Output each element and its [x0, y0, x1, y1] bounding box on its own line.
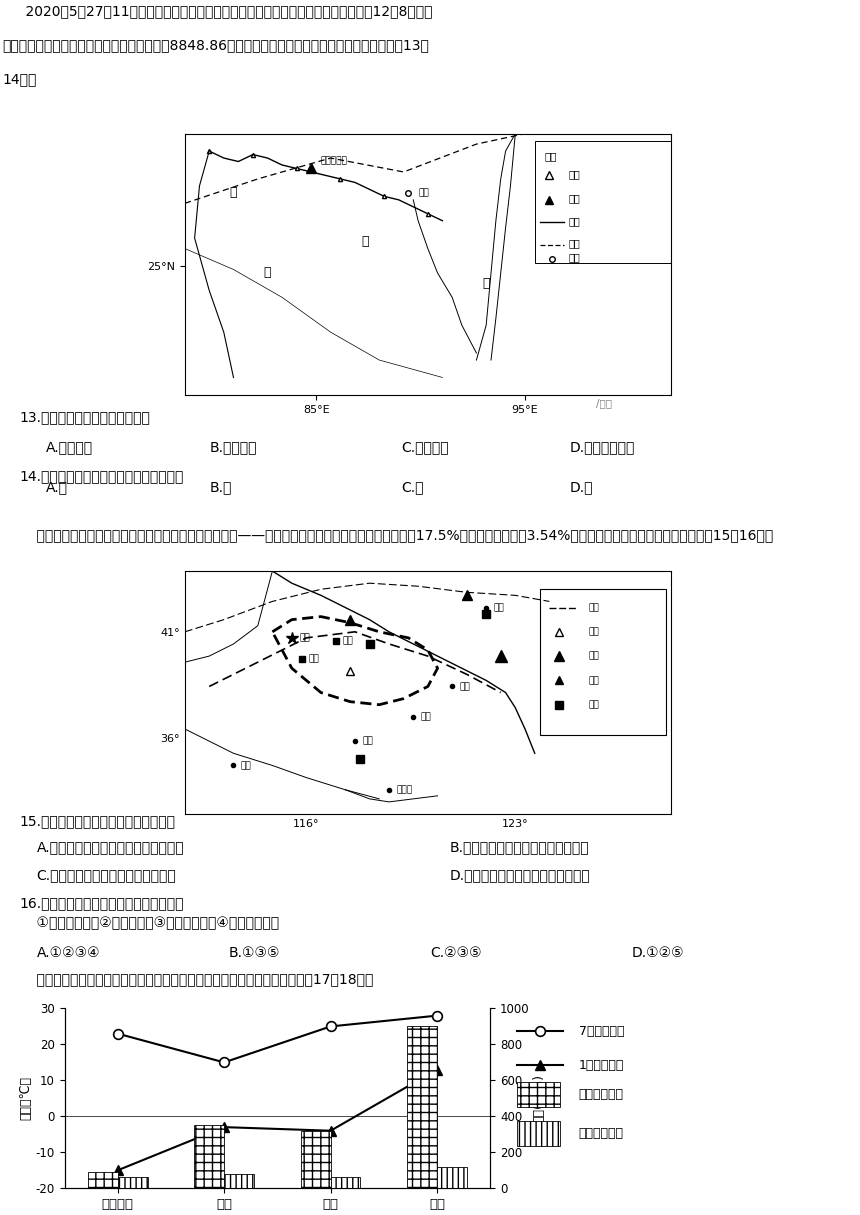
Y-axis label: 降水(mm): 降水(mm)	[532, 1074, 545, 1123]
Text: B.祁连山脉: B.祁连山脉	[209, 441, 256, 454]
Text: D.京津唐工业基地、辽中南工业基地: D.京津唐工业基地、辽中南工业基地	[449, 868, 590, 882]
Text: 丁: 丁	[482, 277, 490, 290]
Bar	[194, 1125, 224, 1188]
Text: 冬春季降水量: 冬春季降水量	[579, 1128, 624, 1140]
Text: 海盐: 海盐	[588, 627, 599, 637]
Text: 1月平均气温: 1月平均气温	[579, 1058, 624, 1072]
Text: 唐山: 唐山	[343, 637, 353, 645]
Text: 天津: 天津	[309, 655, 320, 663]
Text: 13.珠穆朗玛峰所在的山脉名称是: 13.珠穆朗玛峰所在的山脉名称是	[19, 409, 150, 424]
Text: 2020年5月27日11时整，我国珠峰高程测量队员成功登顶珠峰并展开相关测量工作。12月8日习近: 2020年5月27日11时整，我国珠峰高程测量队员成功登顶珠峰并展开相关测量工作…	[8, 5, 433, 18]
Bar	[437, 1166, 467, 1188]
Text: 铁路: 铁路	[588, 603, 599, 612]
Text: 北京: 北京	[299, 633, 310, 643]
Bar	[407, 1027, 437, 1188]
Bar	[88, 1172, 118, 1188]
Text: D.①②⑤: D.①②⑤	[631, 945, 685, 960]
Text: B.乙: B.乙	[209, 480, 231, 495]
Text: 平主席和尼泽尔总统共同宣布珠峰的新高程为8848.86米。下图为珠穆朗玛峰所在区域略图。据此完成13～: 平主席和尼泽尔总统共同宣布珠峰的新高程为8848.86米。下图为珠穆朗玛峰所在区…	[2, 39, 429, 52]
Text: 图例: 图例	[544, 151, 557, 162]
Bar	[535, 141, 671, 262]
Text: /首都: /首都	[597, 399, 612, 408]
Text: C.②③⑤: C.②③⑤	[430, 945, 482, 960]
Text: C.昆他山脉: C.昆他山脉	[402, 441, 449, 454]
Text: 甲: 甲	[230, 186, 237, 199]
Text: 石油: 石油	[588, 651, 599, 661]
Bar	[224, 1174, 254, 1188]
Text: 铁矿: 铁矿	[588, 676, 599, 685]
Text: A.①②③④: A.①②③④	[36, 945, 100, 960]
Text: 14题。: 14题。	[2, 73, 36, 86]
Bar	[517, 1083, 560, 1107]
Text: 夏秋季降水量: 夏秋季降水量	[579, 1089, 624, 1101]
Text: 郑州: 郑州	[241, 761, 251, 770]
Text: 山脉: 山脉	[568, 169, 580, 179]
Text: 沈阳: 沈阳	[494, 603, 504, 612]
Text: C.丙: C.丙	[402, 480, 424, 495]
Text: 烟台: 烟台	[421, 712, 432, 722]
Text: 我国幅员辽阔，地区之间差异显著，下图为我国四地气候资料图。据此完成17～18题。: 我国幅员辽阔，地区之间差异显著，下图为我国四地气候资料图。据此完成17～18题。	[19, 972, 373, 987]
Text: 国界: 国界	[568, 238, 580, 248]
Y-axis label: 气温（℃）: 气温（℃）	[20, 1076, 33, 1120]
Text: 珠穆朗玛峰: 珠穆朗玛峰	[321, 156, 347, 165]
Text: 连云港: 连云港	[396, 785, 413, 795]
Text: 河流: 河流	[568, 216, 580, 226]
Text: A.京津唐工业基地、珠江三角洲工业基: A.京津唐工业基地、珠江三角洲工业基	[36, 840, 184, 854]
Text: 山峰: 山峰	[568, 193, 580, 203]
Text: 煤炭: 煤炭	[588, 700, 599, 710]
Text: A.甲: A.甲	[46, 480, 68, 495]
Text: 14.甲、乙、丙、丁四国中，为尼泽尔的是: 14.甲、乙、丙、丁四国中，为尼泽尔的是	[19, 469, 183, 482]
Text: 乙: 乙	[361, 236, 368, 248]
Bar	[517, 1121, 560, 1146]
Text: 丙: 丙	[264, 266, 271, 279]
Text: C.京津唐工业基地、沪宁杭工业基地: C.京津唐工业基地、沪宁杭工业基地	[36, 868, 176, 882]
Text: B.①③⑤: B.①③⑤	[229, 945, 280, 960]
Text: B.辽中南工业基地、沪宁杭工业基地: B.辽中南工业基地、沪宁杭工业基地	[449, 840, 589, 854]
Text: 15.位于环渤海经济圈的两个工业基地是: 15.位于环渤海经济圈的两个工业基地是	[19, 814, 175, 829]
Text: ①矿产资源丰富②水资源丰富③海陆交通便利④科技力量雄厚: ①矿产资源丰富②水资源丰富③海陆交通便利④科技力量雄厚	[19, 916, 280, 931]
Text: A.横断山脉: A.横断山脉	[46, 441, 93, 454]
Text: 7月平均气温: 7月平均气温	[579, 1024, 624, 1038]
Text: 济南: 济南	[362, 736, 373, 746]
Text: 16.环渤海经济圈发展经济的有利条件包括: 16.环渤海经济圈发展经济的有利条件包括	[19, 897, 184, 910]
Text: 大连: 大连	[459, 682, 470, 691]
Text: 继长江三角洲、珠江三角洲之后，我国又一工业密集区——环渤海经济圈已形成，这里人口占全国的17.5%，水资源占全国的3.54%。下图为环渤海经济圈简图。据此完成1: 继长江三角洲、珠江三角洲之后，我国又一工业密集区——环渤海经济圈已形成，这里人口…	[19, 527, 773, 542]
Text: 首都: 首都	[568, 253, 580, 262]
Bar	[330, 1177, 360, 1188]
Bar	[539, 589, 666, 735]
Text: 拉萨: 拉萨	[418, 188, 429, 197]
Bar	[118, 1177, 148, 1188]
Text: D.丁: D.丁	[569, 480, 593, 495]
Bar	[301, 1131, 330, 1188]
Text: D.喜马拉雅山脉: D.喜马拉雅山脉	[569, 441, 635, 454]
